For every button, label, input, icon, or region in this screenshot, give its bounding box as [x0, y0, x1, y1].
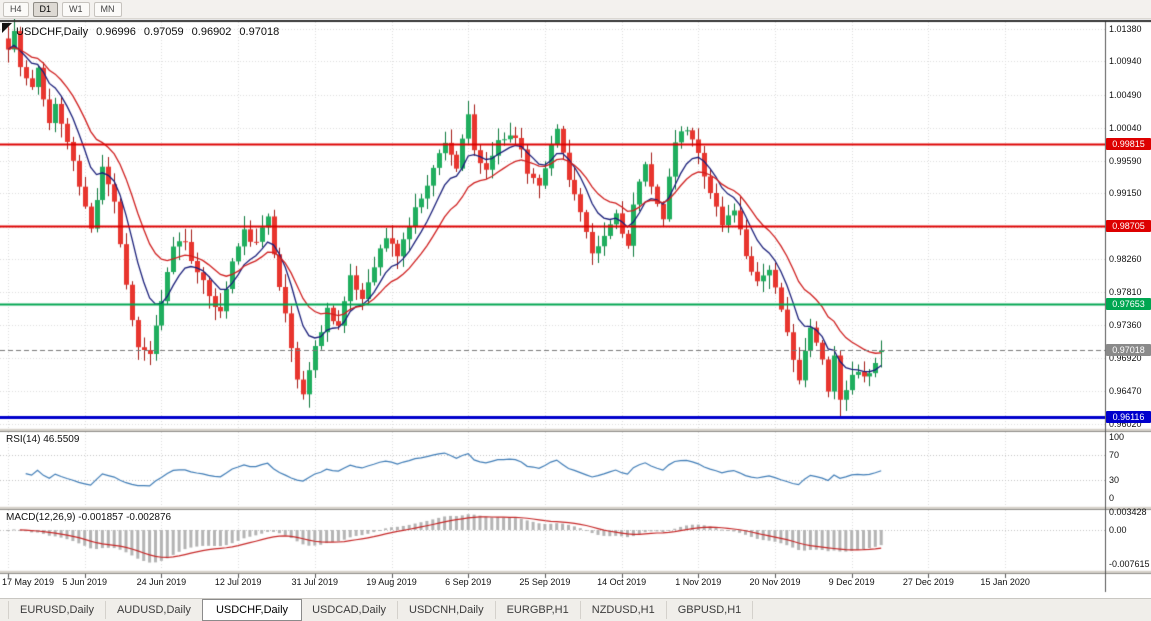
tab-eurusd-daily[interactable]: EURUSD,Daily [8, 601, 106, 619]
rsi-tick-label: 100 [1109, 432, 1125, 442]
price-tick-label: 0.96920 [1109, 352, 1142, 363]
ohlc-open: 0.96996 [96, 26, 136, 38]
price-tag-current: 0.97018 [1106, 344, 1151, 357]
symbol-marker-icon [2, 23, 12, 33]
rsi-tick-label: 30 [1109, 474, 1120, 485]
date-tick-label: 31 Jul 2019 [291, 577, 339, 587]
price-tick-label: 1.00490 [1109, 89, 1142, 100]
date-tick-label: 12 Jul 2019 [214, 577, 262, 587]
price-tick-label: 0.99150 [1109, 188, 1142, 199]
ohlc-close: 0.97018 [239, 26, 280, 38]
date-tick-label: 17 May 2019 [2, 577, 55, 587]
ohlc-low: 0.96902 [191, 26, 232, 38]
date-tick-label: 25 Sep 2019 [519, 577, 571, 587]
price-tick-label: 1.00040 [1109, 122, 1142, 133]
date-tick-label: 19 Aug 2019 [366, 577, 417, 587]
tab-usdcnh-daily[interactable]: USDCNH,Daily [398, 601, 496, 619]
price-tick-label: 1.00940 [1109, 56, 1142, 67]
macd-tick-label: -0.007615 [1109, 559, 1150, 569]
chart-title: USDCHF,Daily 0.96996 0.97059 0.96902 0.9… [16, 26, 279, 38]
tab-usdcad-daily[interactable]: USDCAD,Daily [301, 601, 399, 619]
tf-button-h4[interactable]: H4 [3, 1, 29, 17]
date-tick-label: 24 Jun 2019 [136, 577, 187, 587]
date-tick-label: 5 Jun 2019 [62, 577, 107, 587]
date-tick-label: 1 Nov 2019 [675, 577, 722, 587]
date-tick-label: 15 Jan 2020 [980, 577, 1030, 587]
macd-tick-label: 0.00 [1109, 525, 1127, 535]
price-tick-label: 0.96020 [1109, 419, 1142, 429]
tab-nzdusd-h1[interactable]: NZDUSD,H1 [581, 601, 667, 619]
rsi-label: RSI(14) 46.5509 [6, 434, 80, 445]
price-tick-label: 0.96470 [1109, 385, 1142, 396]
price-tick-label: 1.01380 [1109, 24, 1142, 34]
macd-tick-label: 0.003428 [1109, 507, 1147, 517]
tf-button-d1[interactable]: D1 [32, 1, 59, 17]
date-tick-label: 20 Nov 2019 [749, 577, 801, 587]
price-tag-0.96116: 0.96116 [1106, 410, 1151, 423]
date-tick-label: 6 Sep 2019 [445, 577, 492, 587]
price-tick-label: 0.99590 [1109, 155, 1142, 166]
date-tick-label: 9 Dec 2019 [828, 577, 875, 587]
tf-button-w1[interactable]: W1 [62, 1, 90, 17]
tab-eurgbp-h1[interactable]: EURGBP,H1 [496, 601, 581, 619]
price-tag-0.97653: 0.97653 [1106, 297, 1151, 310]
date-tick-label: 14 Oct 2019 [597, 577, 647, 587]
price-tag-0.98705: 0.98705 [1106, 220, 1151, 233]
ohlc-high: 0.97059 [143, 26, 184, 38]
date-tick-label: 27 Dec 2019 [902, 577, 954, 587]
tab-gbpusd-h1[interactable]: GBPUSD,H1 [667, 601, 754, 619]
tab-usdchf-daily[interactable]: USDCHF,Daily [201, 599, 303, 621]
tab-audusd-daily[interactable]: AUDUSD,Daily [106, 601, 203, 619]
chart-symbol-label: USDCHF,Daily [16, 26, 89, 38]
price-tag-0.99815: 0.99815 [1106, 138, 1151, 151]
timeframe-toolbar: H4 D1 W1 MN [0, 0, 1151, 19]
chart-tabbar: EURUSD,Daily AUDUSD,Daily USDCHF,Daily USDC… [0, 598, 1151, 621]
rsi-tick-label: 0 [1109, 493, 1115, 503]
price-tick-label: 0.97810 [1109, 287, 1142, 298]
tf-button-mn[interactable]: MN [93, 1, 122, 17]
macd-label: MACD(12,26,9) -0.001857 -0.002876 [6, 512, 172, 523]
price-tick-label: 0.98260 [1109, 253, 1142, 264]
rsi-tick-label: 70 [1109, 450, 1120, 461]
price-tick-label: 0.97360 [1109, 320, 1142, 331]
